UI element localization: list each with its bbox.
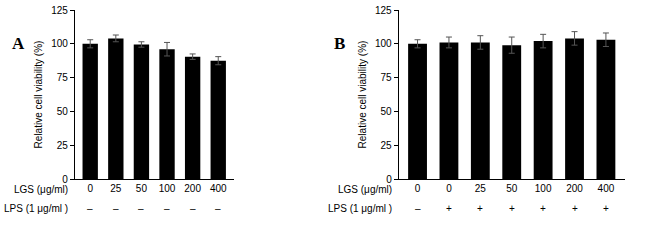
svg-text:Relative cell viability (%): Relative cell viability (%) [33,41,44,149]
svg-text:–: – [415,203,421,214]
svg-text:–: – [215,203,221,214]
svg-text:125: 125 [375,5,392,16]
svg-text:+: + [509,203,515,214]
svg-text:A: A [12,34,25,53]
svg-text:0: 0 [386,174,392,185]
svg-text:+: + [572,203,578,214]
svg-text:50: 50 [57,106,69,117]
svg-text:25: 25 [475,183,487,194]
svg-text:100: 100 [159,183,176,194]
svg-text:–: – [138,203,144,214]
svg-text:100: 100 [535,183,552,194]
svg-text:200: 200 [184,183,201,194]
svg-text:0: 0 [415,183,421,194]
svg-text:0: 0 [62,174,68,185]
svg-text:400: 400 [210,183,227,194]
svg-text:+: + [446,203,452,214]
svg-text:LPS (1 μg/ml ): LPS (1 μg/ml ) [328,203,392,214]
svg-text:125: 125 [51,5,68,16]
svg-text:50: 50 [506,183,518,194]
svg-text:25: 25 [110,183,122,194]
svg-text:LGS (μg/ml): LGS (μg/ml) [338,184,392,195]
svg-text:200: 200 [566,183,583,194]
svg-text:0: 0 [87,183,93,194]
svg-text:50: 50 [136,183,148,194]
svg-text:25: 25 [57,140,69,151]
svg-text:B: B [334,34,345,53]
svg-text:Relative cell viability (%): Relative cell viability (%) [357,41,368,149]
svg-text:25: 25 [381,140,393,151]
svg-text:+: + [540,203,546,214]
svg-text:–: – [87,203,93,214]
svg-text:LGS (μg/ml): LGS (μg/ml) [14,184,68,195]
svg-text:75: 75 [381,72,393,83]
svg-text:0: 0 [446,183,452,194]
svg-text:100: 100 [375,38,392,49]
svg-text:100: 100 [51,38,68,49]
svg-text:400: 400 [598,183,615,194]
svg-text:50: 50 [381,106,393,117]
svg-text:–: – [113,203,119,214]
svg-text:+: + [477,203,483,214]
svg-text:LPS (1 μg/ml ): LPS (1 μg/ml ) [4,203,68,214]
svg-text:+: + [603,203,609,214]
svg-text:75: 75 [57,72,69,83]
svg-text:–: – [164,203,170,214]
svg-text:–: – [190,203,196,214]
